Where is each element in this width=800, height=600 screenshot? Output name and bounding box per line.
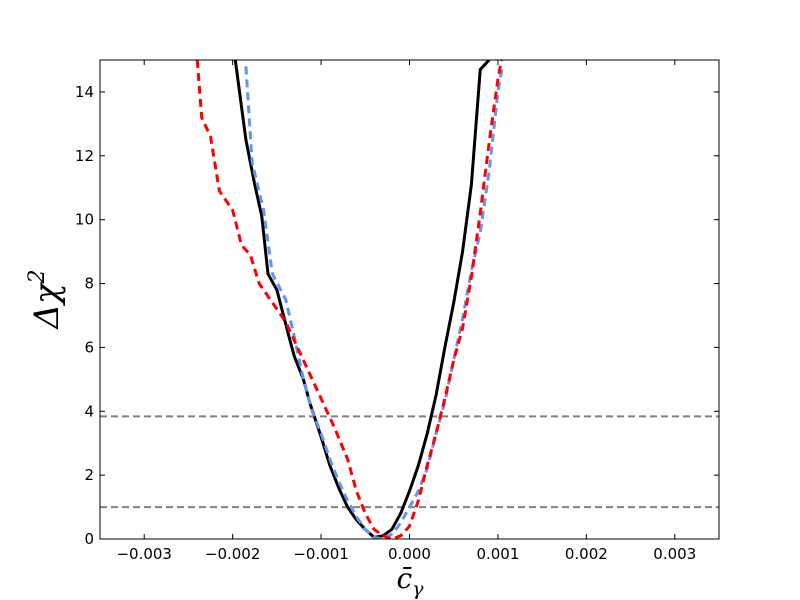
x-tick-label-5: 0.002 [565, 545, 608, 563]
y-tick-label-5: 10 [75, 211, 94, 229]
x-tick-label-1: −0.002 [205, 545, 261, 563]
y-axis-label: Δχ2 [25, 269, 67, 330]
x-tick-label-6: 0.003 [653, 545, 696, 563]
series-layer [195, 60, 504, 539]
series-line-2 [195, 60, 503, 539]
y-tick-label-1: 2 [84, 466, 94, 484]
series-line-1 [244, 66, 504, 539]
plot-frame [99, 59, 720, 540]
y-axis-label-main: Δχ [27, 281, 67, 331]
y-tick-label-3: 6 [84, 338, 94, 356]
x-axis-label-subscript: γ [412, 578, 424, 600]
axis-ticks: −0.003 −0.002 −0.001 0.000 0.001 0.002 0.003 0 2… [75, 60, 719, 563]
y-tick-label-7: 14 [75, 83, 94, 101]
x-tick-label-3: 0.000 [388, 545, 431, 563]
x-tick-label-4: 0.001 [476, 545, 519, 563]
y-tick-label-4: 8 [84, 275, 94, 293]
x-axis-label: c̄γ [396, 562, 424, 600]
x-axis-label-main: c̄ [396, 562, 412, 595]
y-tick-label-0: 0 [84, 530, 94, 548]
x-tick-label-2: −0.001 [293, 545, 349, 563]
y-tick-label-6: 12 [75, 147, 94, 165]
y-axis-label-superscript: 2 [25, 269, 50, 284]
y-tick-label-2: 4 [84, 402, 94, 420]
series-line-0 [233, 60, 491, 539]
x-tick-label-0: −0.003 [116, 545, 172, 563]
